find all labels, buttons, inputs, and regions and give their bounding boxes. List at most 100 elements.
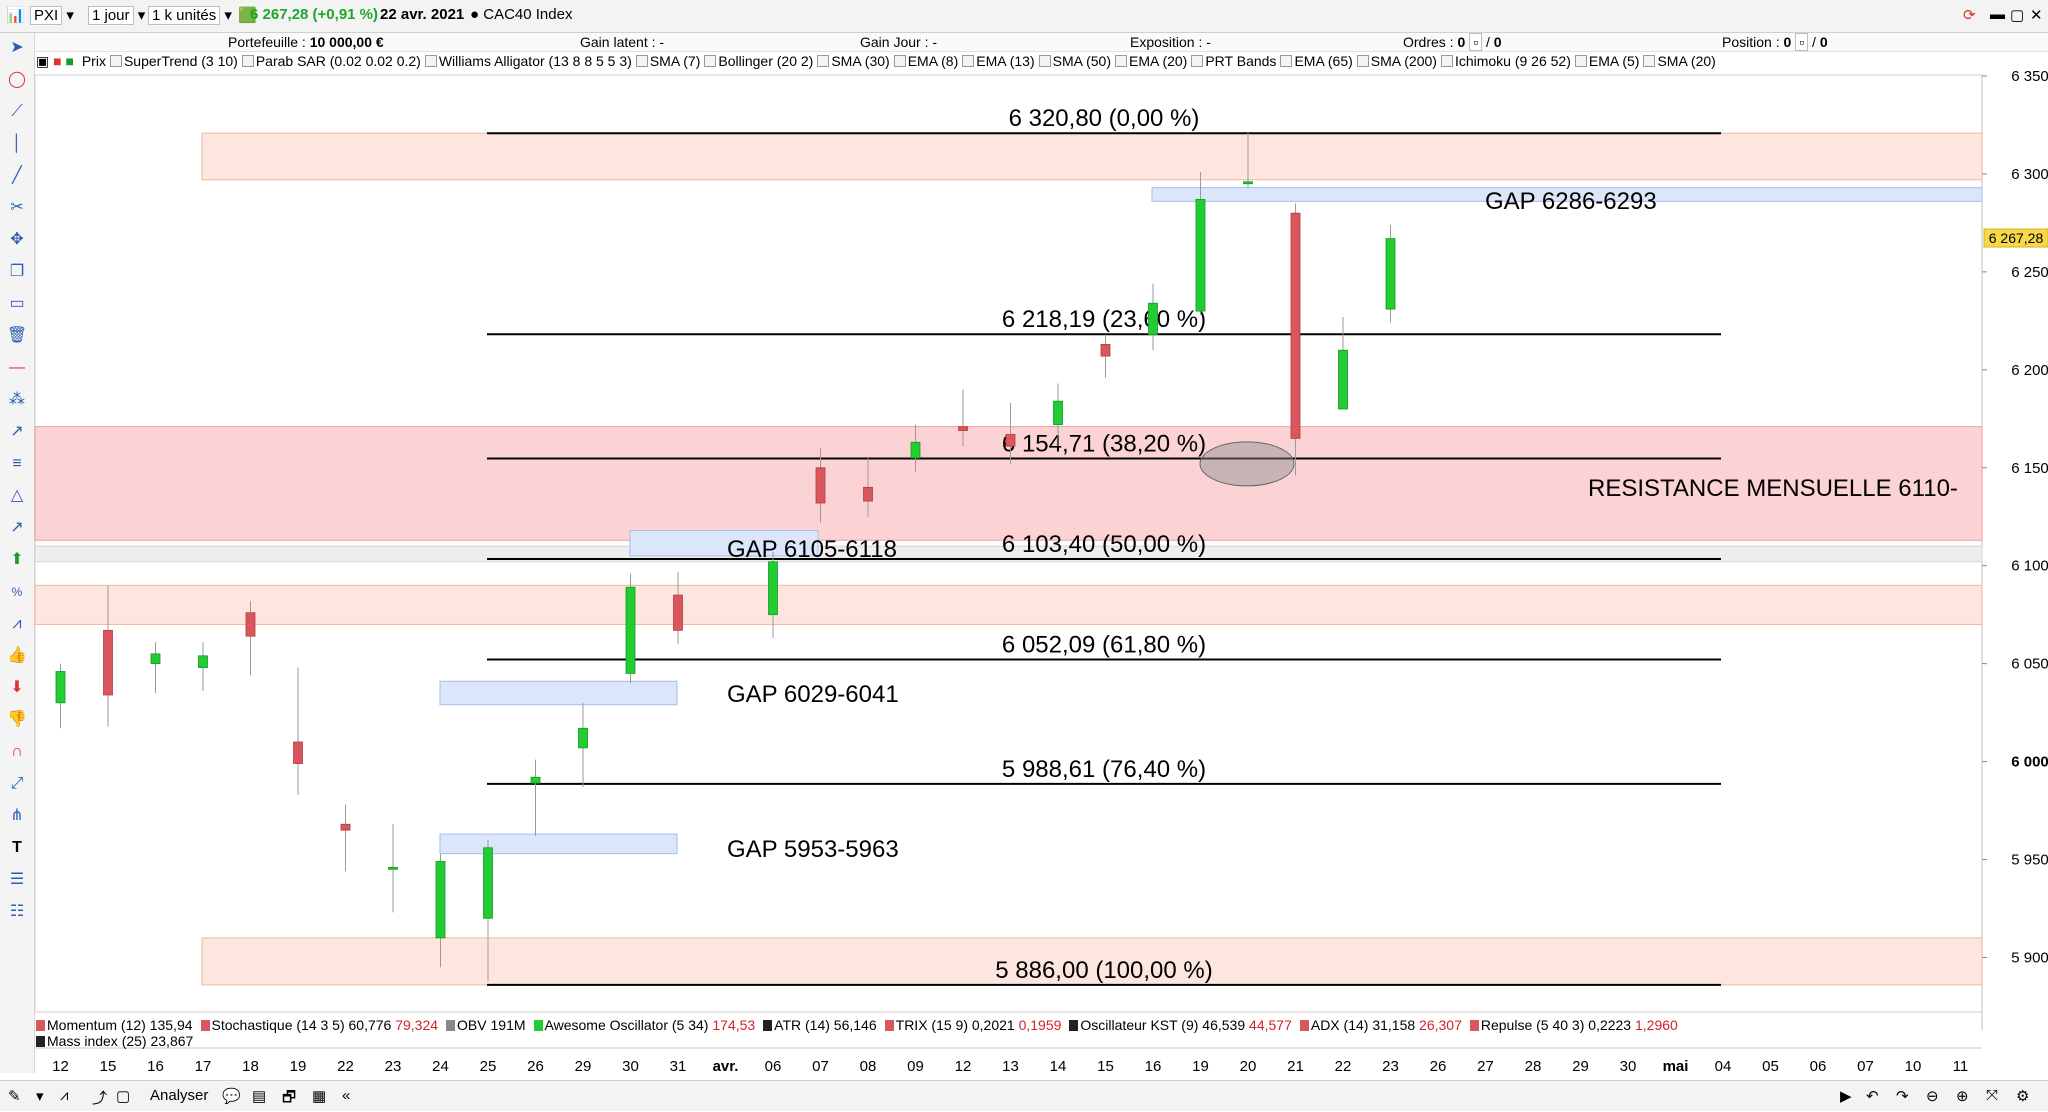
legend-item[interactable]: EMA (13) [962,53,1035,69]
zoom-in-icon[interactable]: ⊕ [1956,1088,1969,1105]
rectangle-tool-icon[interactable]: ▭ [9,295,25,312]
legend-item[interactable]: EMA (65) [1280,53,1353,69]
instrument-name[interactable]: ● CAC40 Index [470,6,573,23]
undo-icon[interactable]: ↶ [1866,1088,1879,1105]
position-toggle[interactable]: ▫ [1795,33,1809,51]
indicator-item[interactable]: Awesome Oscillator (5 34) 174,53 [533,1017,755,1033]
vertical-line-icon[interactable]: │ [12,135,22,152]
close-icon[interactable]: ✕ [2030,7,2043,24]
legend-item[interactable]: EMA (8) [893,53,958,69]
segment-tool-icon[interactable]: ⟋ [11,103,23,120]
arrow-tool-icon[interactable]: ↗ [10,423,24,440]
zoom-out-icon[interactable]: ⊖ [1926,1088,1939,1105]
text-tool-icon[interactable]: T [12,839,22,856]
scroll-right-icon[interactable]: ▶ [1840,1088,1852,1105]
thumbs-up-icon[interactable]: 👍 [7,647,27,664]
fibonacci-icon[interactable]: ≡ [12,455,22,472]
cursor-icon[interactable]: ➤ [10,39,24,56]
window-icon[interactable]: 🗗 [282,1089,297,1106]
legend-item[interactable]: Ichimoku (9 26 52) [1440,53,1571,69]
legend-item[interactable]: SMA (7) [635,53,700,69]
indicator-item[interactable]: TRIX (15 9) 0,2021 0,1959 [884,1017,1061,1033]
ordres-toggle[interactable]: ▫ [1469,33,1483,51]
copy-icon[interactable]: ❐ [9,263,25,280]
indicator-item[interactable]: Oscillateur KST (9) 46,539 44,577 [1069,1017,1292,1033]
share-icon[interactable]: ⤴ [92,1090,108,1107]
tools-icon[interactable]: ✂ [10,199,24,216]
indicator-item[interactable]: OBV 191M [446,1017,526,1033]
layout-icon[interactable]: ▢ [116,1088,131,1105]
trendline-icon[interactable]: ╱ [12,167,22,184]
legend-item[interactable]: Bollinger (20 2) [704,53,813,69]
legend-checkbox[interactable] [1114,55,1127,67]
zoom-tool-icon[interactable]: ⤢ [10,775,24,792]
legend-checkbox[interactable] [1038,55,1051,67]
period-selector[interactable]: 1 jour ▾ [88,6,145,25]
indicator-item[interactable]: Stochastique (14 3 5) 60,776 79,324 [200,1017,438,1033]
redo-icon[interactable]: ↷ [1896,1088,1909,1105]
indicator-item[interactable]: Mass index (25) 23,867 [36,1033,193,1049]
analyser-button[interactable]: Analyser [150,1087,209,1104]
move-icon[interactable]: ✥ [10,231,24,248]
percent-tool-icon[interactable]: % [11,585,23,599]
legend-item[interactable]: PRT Bands [1191,53,1276,69]
legend-checkbox[interactable] [1191,55,1204,67]
legend-item[interactable]: SuperTrend (3 10) [109,53,238,69]
chart-type-icon[interactable]: 📊 [6,7,25,24]
legend-item[interactable]: SMA (30) [817,53,890,69]
fractal-icon[interactable]: ⁂ [9,391,25,408]
legend-checkbox[interactable] [704,55,717,67]
table-icon[interactable]: ▦ [312,1088,327,1105]
pencil-icon[interactable]: ✎ [8,1088,21,1105]
legend-item[interactable]: SMA (200) [1356,53,1437,69]
indicator-item[interactable]: Repulse (5 40 3) 0,2223 1,2960 [1469,1017,1678,1033]
legend-checkbox[interactable] [817,55,830,67]
legend-checkbox[interactable] [1643,55,1656,67]
fit-icon[interactable]: ⤧ [1986,1087,1999,1104]
indicator-item[interactable]: ADX (14) 31,158 26,307 [1299,1017,1462,1033]
legend-controls[interactable]: ▣ ■ ■ [36,53,74,69]
settings-icon[interactable]: ⚙ [2016,1088,2030,1105]
legend-checkbox[interactable] [109,55,122,67]
list-f-icon[interactable]: ☰ [9,871,25,888]
legend-item[interactable]: EMA (5) [1574,53,1639,69]
units-selector[interactable]: 1 k unités ▾ [148,6,232,25]
legend-checkbox[interactable] [1440,55,1453,67]
scroll-left-icon[interactable]: « [342,1087,351,1104]
dropdown-icon[interactable]: ▾ [36,1088,44,1105]
down-arrow-icon[interactable]: ⬇ [10,679,24,696]
legend-item[interactable]: Parab SAR (0.02 0.02 0.2) [241,53,421,69]
legend-item[interactable]: Williams Alligator (13 8 8 5 5 3) [424,53,632,69]
thumbs-down-icon[interactable]: 👎 [7,711,27,728]
legend-checkbox[interactable] [962,55,975,67]
magnet-icon[interactable]: ∩ [11,743,23,760]
line-arrow-icon[interactable]: ↗ [10,519,24,536]
triangle-icon[interactable]: △ [10,487,24,504]
horizontal-line-icon[interactable]: — [9,359,25,376]
legend-item[interactable]: SMA (50) [1038,53,1111,69]
legend-item[interactable]: EMA (20) [1114,53,1187,69]
trash-icon[interactable]: 🗑 [6,327,28,344]
chart-icon[interactable]: ⩘ [60,1087,69,1104]
report-icon[interactable]: ▤ [252,1088,267,1105]
symbol-selector[interactable]: PXI ▾ [30,6,74,25]
minimize-icon[interactable]: ▬ [1990,6,2005,23]
indicator-item[interactable]: Momentum (12) 135,94 [36,1017,193,1033]
sync-icon[interactable]: ⟳ [1963,7,1976,24]
legend-checkbox[interactable] [893,55,906,67]
legend-checkbox[interactable] [1356,55,1369,67]
list-f2-icon[interactable]: ☷ [9,903,25,920]
ellipse-tool-icon[interactable]: ◯ [8,71,26,88]
pitchfork-icon[interactable]: ⋔ [10,807,24,824]
legend-checkbox[interactable] [241,55,254,67]
chat-icon[interactable]: 💬 [222,1088,241,1105]
indicator-item[interactable]: ATR (14) 56,146 [763,1017,877,1033]
up-arrow-icon[interactable]: ⬆ [10,551,24,568]
legend-checkbox[interactable] [1574,55,1587,67]
fan-icon[interactable]: ⩘ [12,615,22,632]
maximize-icon[interactable]: ▢ [2010,7,2025,24]
legend-checkbox[interactable] [635,55,648,67]
legend-item[interactable]: Prix [82,53,106,69]
legend-item[interactable]: SMA (20) [1643,53,1716,69]
